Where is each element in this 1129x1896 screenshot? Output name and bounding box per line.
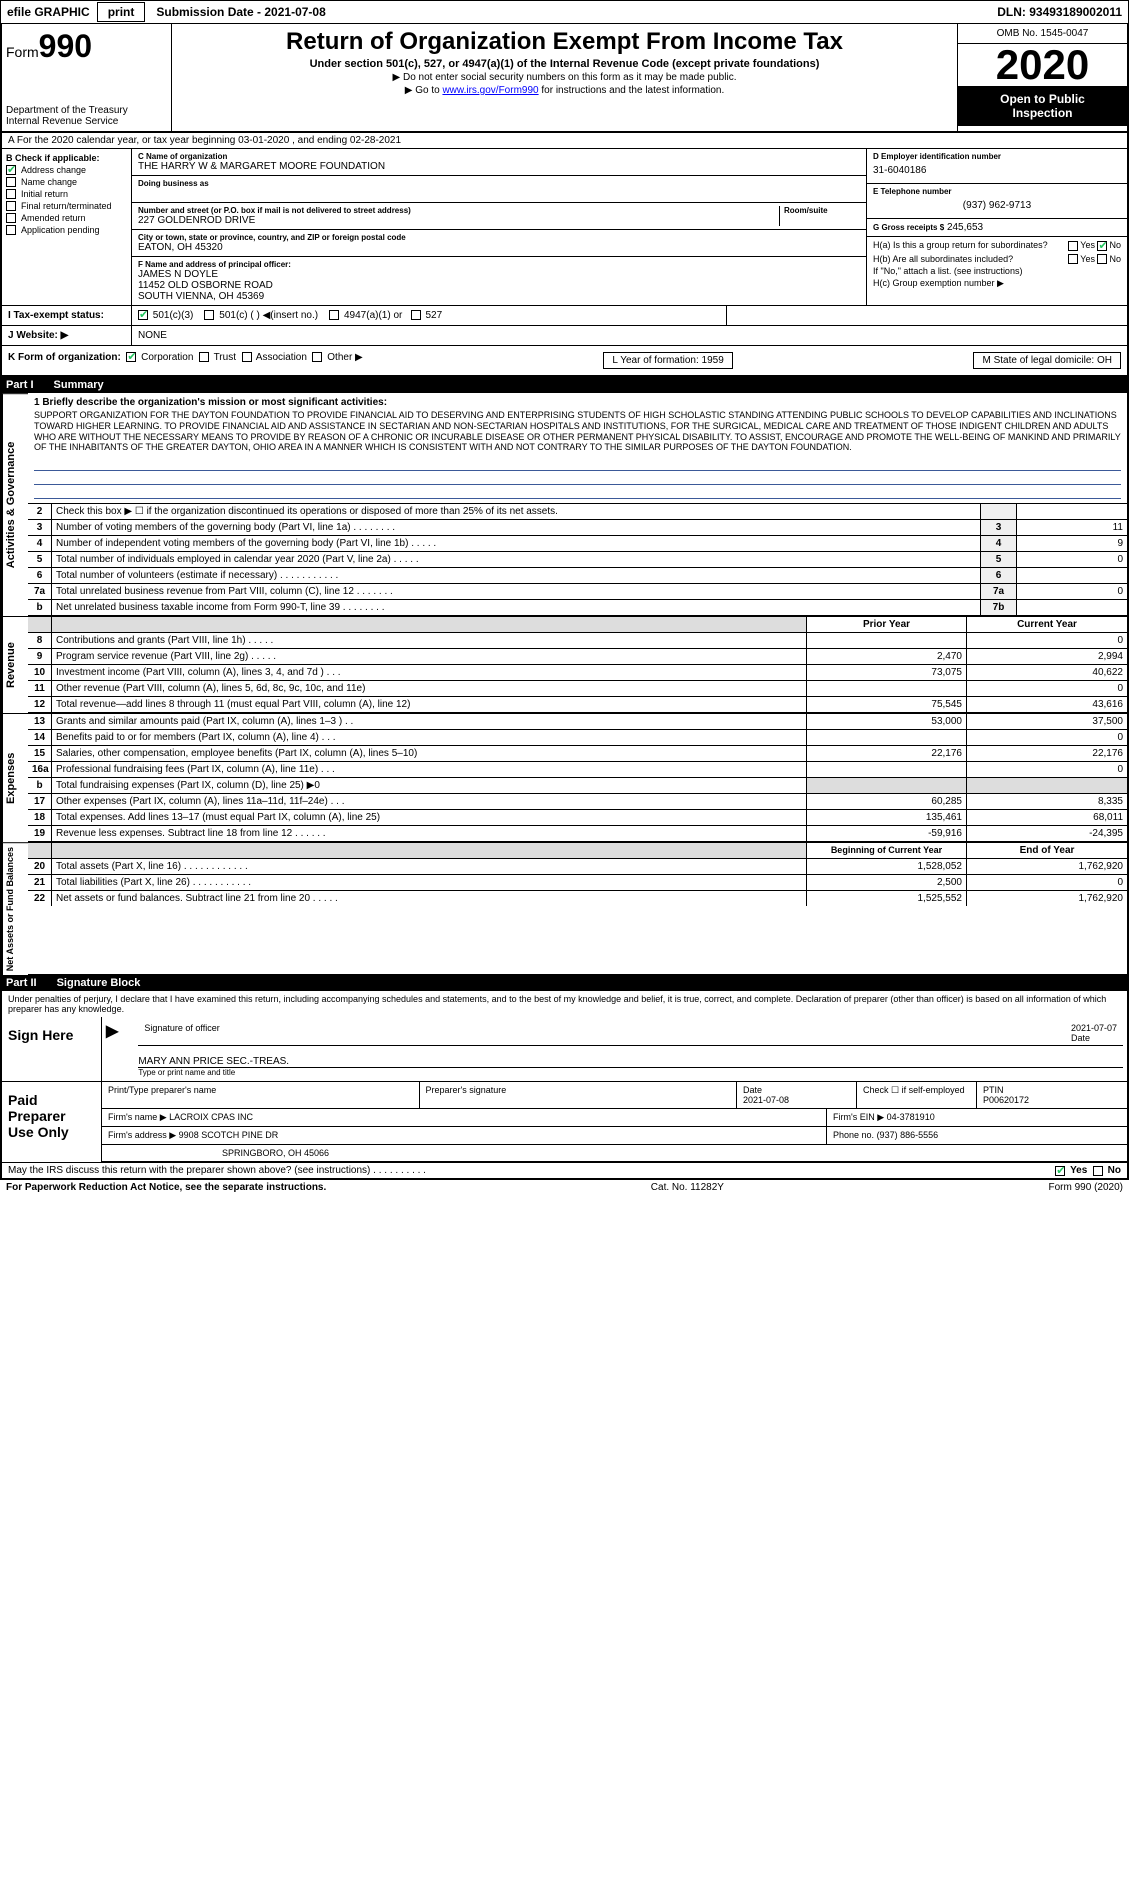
tax-year: 2020	[958, 44, 1127, 86]
amount-row: 8Contributions and grants (Part VIII, li…	[28, 632, 1127, 648]
top-bar: efile GRAPHIC print Submission Date - 20…	[0, 0, 1129, 24]
amount-row: 18Total expenses. Add lines 13–17 (must …	[28, 809, 1127, 825]
amount-row: 9Program service revenue (Part VIII, lin…	[28, 648, 1127, 664]
signature-block: Under penalties of perjury, I declare th…	[0, 991, 1129, 1180]
revenue-label: Revenue	[2, 616, 28, 713]
gov-row: bNet unrelated business taxable income f…	[28, 599, 1127, 615]
final-return-checkbox[interactable]	[6, 201, 16, 211]
name-change-checkbox[interactable]	[6, 177, 16, 187]
efile-label: efile GRAPHIC	[1, 3, 96, 21]
netassets-label: Net Assets or Fund Balances	[2, 842, 28, 975]
amount-row: 11Other revenue (Part VIII, column (A), …	[28, 680, 1127, 696]
netassets-header-row: Beginning of Current Year End of Year	[28, 842, 1127, 858]
gov-row: 2Check this box ▶ ☐ if the organization …	[28, 503, 1127, 519]
open-public-label: Open to Public Inspection	[958, 86, 1127, 126]
summary-grid: Activities & Governance 1 Briefly descri…	[0, 393, 1129, 975]
amended-checkbox[interactable]	[6, 213, 16, 223]
form-subtitle: Under section 501(c), 527, or 4947(a)(1)…	[176, 58, 953, 70]
amount-row: 22Net assets or fund balances. Subtract …	[28, 890, 1127, 906]
officer-city: SOUTH VIENNA, OH 45369	[138, 291, 860, 302]
print-button[interactable]: print	[97, 2, 146, 22]
ein: 31-6040186	[873, 161, 1121, 180]
org-name: THE HARRY W & MARGARET MOORE FOUNDATION	[138, 161, 860, 172]
ha-yes-checkbox[interactable]	[1068, 241, 1078, 251]
street-address: 227 GOLDENROD DRIVE	[138, 215, 775, 226]
trust-checkbox[interactable]	[199, 352, 209, 362]
form-title: Return of Organization Exempt From Incom…	[176, 28, 953, 56]
declaration-text: Under penalties of perjury, I declare th…	[2, 991, 1127, 1017]
501c3-checkbox[interactable]	[138, 310, 148, 320]
gov-row: 6Total number of volunteers (estimate if…	[28, 567, 1127, 583]
city-state-zip: EATON, OH 45320	[138, 242, 860, 253]
row-i-j: I Tax-exempt status: 501(c)(3) 501(c) ( …	[0, 306, 1129, 326]
gov-row: 3Number of voting members of the governi…	[28, 519, 1127, 535]
preparer-row-2: Firm's name ▶ LACROIX CPAS INC Firm's EI…	[102, 1109, 1127, 1127]
page-footer: For Paperwork Reduction Act Notice, see …	[0, 1180, 1129, 1195]
entity-section: B Check if applicable: Address change Na…	[0, 149, 1129, 306]
officer-name: JAMES N DOYLE	[138, 269, 860, 280]
year-formation: L Year of formation: 1959	[603, 352, 732, 369]
submission-date: Submission Date - 2021-07-08	[146, 3, 335, 21]
amount-row: 21Total liabilities (Part X, line 26) . …	[28, 874, 1127, 890]
amount-row: bTotal fundraising expenses (Part IX, co…	[28, 777, 1127, 793]
paid-preparer-label: Paid Preparer Use Only	[2, 1082, 102, 1162]
treasury-label: Department of the Treasury Internal Reve…	[6, 105, 167, 127]
gov-row: 7aTotal unrelated business revenue from …	[28, 583, 1127, 599]
sign-here-label: Sign Here	[2, 1017, 102, 1081]
row-k: K Form of organization: Corporation Trus…	[0, 346, 1129, 377]
revenue-header-row: Prior Year Current Year	[28, 616, 1127, 632]
amount-row: 12Total revenue—add lines 8 through 11 (…	[28, 696, 1127, 712]
amount-row: 14Benefits paid to or for members (Part …	[28, 729, 1127, 745]
preparer-row-3b: SPRINGBORO, OH 45066	[102, 1145, 1127, 1162]
app-pending-checkbox[interactable]	[6, 225, 16, 235]
preparer-row-1: Print/Type preparer's name Preparer's si…	[102, 1082, 1127, 1109]
discuss-no-checkbox[interactable]	[1093, 1166, 1103, 1176]
officer-street: 11452 OLD OSBORNE ROAD	[138, 280, 860, 291]
corp-checkbox[interactable]	[126, 352, 136, 362]
501c-checkbox[interactable]	[204, 310, 214, 320]
hb-yes-checkbox[interactable]	[1068, 254, 1078, 264]
phone: (937) 962-9713	[873, 196, 1121, 215]
website-value: NONE	[132, 326, 727, 345]
gross-receipts: 245,653	[947, 222, 983, 233]
527-checkbox[interactable]	[411, 310, 421, 320]
mission-text: SUPPORT ORGANIZATION FOR THE DAYTON FOUN…	[34, 410, 1121, 453]
4947-checkbox[interactable]	[329, 310, 339, 320]
assoc-checkbox[interactable]	[242, 352, 252, 362]
ha-no-checkbox[interactable]	[1097, 241, 1107, 251]
expenses-label: Expenses	[2, 713, 28, 842]
address-change-checkbox[interactable]	[6, 165, 16, 175]
amount-row: 10Investment income (Part VIII, column (…	[28, 664, 1127, 680]
amount-row: 17Other expenses (Part IX, column (A), l…	[28, 793, 1127, 809]
amount-row: 20Total assets (Part X, line 16) . . . .…	[28, 858, 1127, 874]
form-header: Form990 Department of the Treasury Inter…	[0, 24, 1129, 133]
irs-link[interactable]: www.irs.gov/Form990	[442, 85, 538, 96]
other-checkbox[interactable]	[312, 352, 322, 362]
amount-row: 13Grants and similar amounts paid (Part …	[28, 713, 1127, 729]
signer-name: MARY ANN PRICE SEC.-TREAS.	[138, 1056, 1123, 1068]
discuss-yes-checkbox[interactable]	[1055, 1166, 1065, 1176]
blue-rule	[34, 461, 1121, 471]
arrow-icon: ▶	[106, 1021, 118, 1077]
amount-row: 16aProfessional fundraising fees (Part I…	[28, 761, 1127, 777]
part2-header: Part II Signature Block	[0, 975, 1129, 991]
tax-period: A For the 2020 calendar year, or tax yea…	[0, 133, 1129, 149]
state-domicile: M State of legal domicile: OH	[973, 352, 1121, 369]
row-j: J Website: ▶ NONE	[0, 326, 1129, 346]
amount-row: 19Revenue less expenses. Subtract line 1…	[28, 825, 1127, 841]
hb-no-checkbox[interactable]	[1097, 254, 1107, 264]
dln: DLN: 93493189002011	[991, 3, 1128, 21]
governance-label: Activities & Governance	[2, 393, 28, 616]
part1-header: Part I Summary	[0, 377, 1129, 393]
initial-return-checkbox[interactable]	[6, 189, 16, 199]
gov-row: 5Total number of individuals employed in…	[28, 551, 1127, 567]
form-number: Form990	[6, 28, 167, 65]
gov-row: 4Number of independent voting members of…	[28, 535, 1127, 551]
check-applicable: B Check if applicable: Address change Na…	[2, 149, 132, 305]
amount-row: 15Salaries, other compensation, employee…	[28, 745, 1127, 761]
preparer-row-3: Firm's address ▶ 9908 SCOTCH PINE DR Pho…	[102, 1127, 1127, 1145]
ssn-note: ▶ Do not enter social security numbers o…	[176, 72, 953, 83]
goto-note: ▶ Go to www.irs.gov/Form990 for instruct…	[176, 85, 953, 96]
